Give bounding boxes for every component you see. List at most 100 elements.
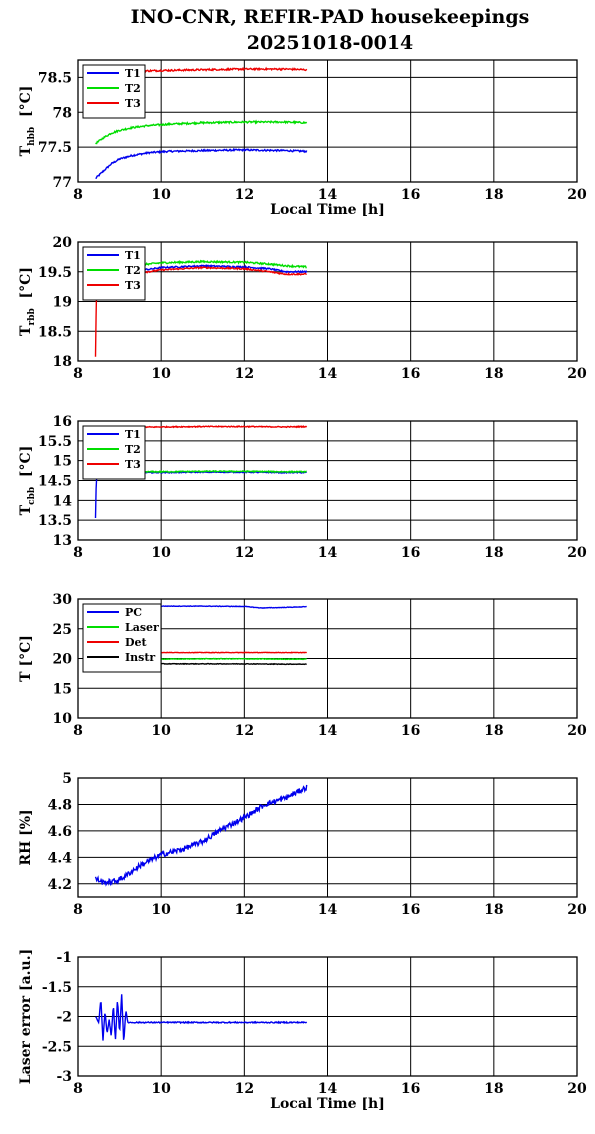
- y-tick-label: 15.5: [38, 434, 72, 450]
- x-tick-label: 14: [318, 366, 338, 382]
- x-tick-label: 14: [318, 723, 338, 739]
- chart-panel: 4.2 4.4 4.6 4.8 5 8 10 12 14 16 18 20 RH [%]: [18, 771, 587, 918]
- y-tick-label: 77: [53, 175, 72, 191]
- x-tick-label: 10: [151, 723, 171, 739]
- legend-label: T2: [125, 264, 141, 277]
- x-tick-label: 10: [151, 1081, 171, 1097]
- x-tick-label: 12: [235, 723, 254, 739]
- y-tick-label: -3: [56, 1069, 72, 1085]
- legend: T1 T2 T3: [82, 64, 146, 119]
- y-tick-label: 15: [53, 454, 72, 470]
- y-tick-label: 78.5: [38, 70, 72, 86]
- y-tick-label: 14: [53, 493, 73, 509]
- y-axis-label: Thbb [°C]: [18, 86, 37, 157]
- y-tick-label: 13: [53, 533, 72, 549]
- y-tick-label: 14.5: [38, 474, 72, 490]
- x-tick-label: 16: [401, 723, 420, 739]
- plot-frame: [77, 59, 578, 183]
- legend-label: T2: [125, 443, 141, 456]
- y-tick-label: 77.5: [38, 140, 72, 156]
- legend-label: T1: [125, 428, 141, 441]
- y-tick-label: 20: [53, 235, 73, 251]
- x-tick-label: 14: [318, 545, 338, 561]
- y-tick-label: -2: [56, 1010, 72, 1026]
- y-tick-label: 18: [53, 354, 72, 370]
- legend-label: T1: [125, 249, 141, 262]
- legend-label: Instr: [125, 651, 155, 664]
- y-tick-label: -2.5: [42, 1039, 72, 1055]
- y-tick-label: 18.5: [38, 324, 72, 340]
- y-tick-label: 30: [53, 592, 73, 608]
- x-tick-label: 18: [484, 545, 503, 561]
- x-tick-label: 18: [484, 366, 503, 382]
- x-tick-label: 20: [567, 723, 587, 739]
- y-tick-label: 13.5: [38, 513, 72, 529]
- y-tick-label: 4.2: [48, 877, 72, 893]
- figure-title-line1: INO-CNR, REFIR-PAD housekeepings: [131, 6, 530, 28]
- chart-panel: 18 18.5 19 19.5 20 8 10 12 14 16 18 20 Trbb [°C] T1 T2…: [18, 235, 587, 382]
- x-tick-label: 10: [151, 902, 171, 918]
- legend-label: PC: [125, 606, 142, 619]
- series-line: [95, 994, 308, 1041]
- x-tick-label: 8: [73, 723, 83, 739]
- chart-panel: -3 -2.5 -2 -1.5 -1 8 10 12 14 16 18 20 Local Time [h…: [18, 949, 587, 1112]
- x-tick-label: 14: [318, 1081, 338, 1097]
- figure-title-line2: 20251018-0014: [247, 32, 414, 54]
- y-tick-label: 10: [53, 711, 73, 727]
- x-tick-label: 20: [567, 187, 587, 203]
- series-line: [95, 119, 308, 145]
- x-tick-label: 8: [73, 366, 83, 382]
- x-tick-label: 16: [401, 902, 420, 918]
- y-tick-label: 16: [53, 414, 72, 430]
- plot-frame: [77, 598, 578, 719]
- plot-frame: [77, 241, 578, 362]
- y-axis-label: Trbb [°C]: [18, 267, 37, 336]
- legend-label: T2: [125, 82, 141, 95]
- legend-label: Det: [125, 636, 148, 649]
- x-tick-label: 12: [235, 902, 254, 918]
- x-tick-label: 10: [151, 187, 171, 203]
- x-tick-label: 8: [73, 1081, 83, 1097]
- y-tick-label: 4.4: [48, 850, 73, 866]
- x-tick-label: 12: [235, 366, 254, 382]
- plot-frame: [77, 777, 578, 898]
- x-tick-label: 14: [318, 187, 338, 203]
- legend: PC Laser Det Instr: [82, 603, 162, 673]
- series-line: [95, 147, 308, 180]
- y-tick-label: 19: [53, 295, 72, 311]
- x-tick-label: 20: [567, 902, 587, 918]
- y-tick-label: 19.5: [38, 265, 72, 281]
- x-tick-label: 16: [401, 1081, 420, 1097]
- y-axis-label: Laser error [a.u.]: [18, 949, 34, 1084]
- x-tick-label: 10: [151, 545, 171, 561]
- x-tick-label: 14: [318, 902, 338, 918]
- legend: T1 T2 T3: [82, 425, 146, 480]
- x-tick-label: 16: [401, 545, 420, 561]
- y-tick-label: 25: [53, 622, 72, 638]
- x-tick-label: 18: [484, 187, 503, 203]
- y-tick-label: 4.6: [48, 824, 72, 840]
- x-tick-label: 8: [73, 545, 83, 561]
- y-axis-label: Tcbb [°C]: [18, 446, 37, 516]
- x-tick-label: 12: [235, 1081, 254, 1097]
- legend-label: Laser: [125, 621, 159, 634]
- plot-frame: [77, 420, 578, 541]
- legend-label: T3: [125, 279, 141, 292]
- y-tick-label: 78: [53, 105, 72, 121]
- y-tick-label: -1.5: [42, 980, 72, 996]
- y-tick-label: 4.8: [48, 797, 72, 813]
- x-axis-label: Local Time [h]: [270, 202, 385, 218]
- x-tick-label: 8: [73, 902, 83, 918]
- x-tick-label: 12: [235, 187, 254, 203]
- x-tick-label: 18: [484, 723, 503, 739]
- x-tick-label: 8: [73, 187, 83, 203]
- x-tick-label: 10: [151, 366, 171, 382]
- legend: T1 T2 T3: [82, 246, 146, 301]
- y-axis-label: T [°C]: [18, 635, 34, 682]
- legend-box: [82, 603, 162, 673]
- y-tick-label: -1: [56, 950, 72, 966]
- legend-label: T1: [125, 67, 141, 80]
- plot-frame: [77, 956, 578, 1077]
